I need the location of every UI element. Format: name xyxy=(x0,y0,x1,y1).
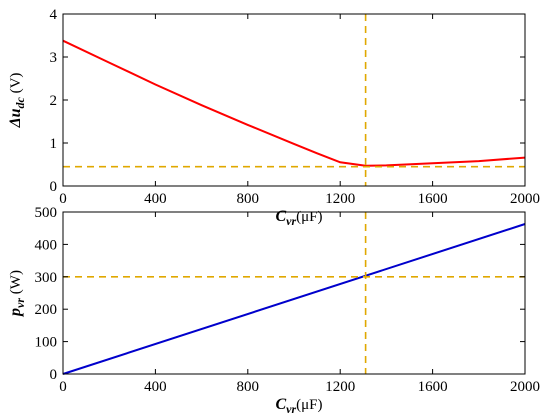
top-y-tick-label: 0 xyxy=(50,179,58,195)
chart-bottom-pvr: 0 400 800 1200 1600 2000 0 100 200 300 400 500 Cvr(μ… xyxy=(7,205,540,416)
bottom-x-tick-label: 400 xyxy=(144,379,167,395)
bottom-y-tick-label: 300 xyxy=(35,270,58,286)
top-y-axis-label: Δudc (V) xyxy=(7,73,27,129)
bottom-y-axis-label: pvr (W) xyxy=(7,270,27,318)
top-x-tick-label: 1200 xyxy=(325,191,355,207)
bottom-y-tick-label: 200 xyxy=(35,302,58,318)
bottom-y-tick-label: 100 xyxy=(35,335,58,351)
bottom-series-line-0 xyxy=(62,223,526,375)
top-x-tick-label: 1600 xyxy=(418,191,448,207)
bottom-x-tick-label: 2000 xyxy=(510,379,540,395)
top-series-line-0 xyxy=(62,39,526,167)
bottom-x-tick-label: 1600 xyxy=(418,379,448,395)
chart-top-delta-udc: 0 400 800 1200 1600 2000 0 1 2 3 4 Cvr(μF) Δudc (V) xyxy=(7,7,540,228)
top-x-tick-label: 0 xyxy=(59,191,67,207)
bottom-x-tick-label: 800 xyxy=(237,379,260,395)
top-x-tick-label: 2000 xyxy=(510,191,540,207)
bottom-axes-frame xyxy=(62,211,526,375)
top-axes-frame xyxy=(62,13,526,187)
top-y-tick-label: 3 xyxy=(50,50,58,66)
bottom-y-tick-label: 0 xyxy=(50,367,58,383)
top-x-tick-label: 400 xyxy=(144,191,167,207)
bottom-x-tick-label: 0 xyxy=(59,379,67,395)
top-x-axis-label: Cvr(μF) xyxy=(275,208,322,228)
bottom-x-tick-label: 1200 xyxy=(325,379,355,395)
top-y-tick-label: 1 xyxy=(50,136,58,152)
top-x-tick-label: 800 xyxy=(237,191,260,207)
bottom-x-axis-label: Cvr(μF) xyxy=(275,396,322,416)
top-y-tick-label: 2 xyxy=(50,93,58,109)
top-y-tick-label: 4 xyxy=(50,7,58,23)
bottom-y-tick-label: 500 xyxy=(35,205,58,221)
bottom-y-tick-label: 400 xyxy=(35,237,58,253)
